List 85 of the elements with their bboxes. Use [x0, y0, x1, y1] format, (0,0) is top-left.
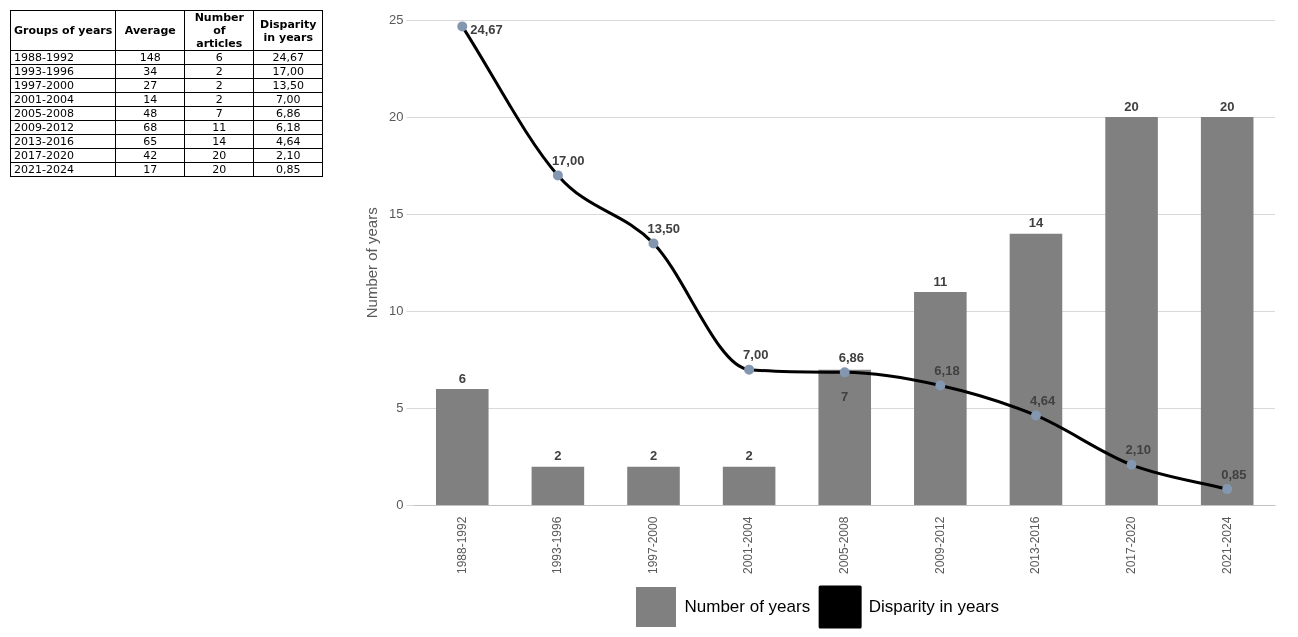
data-label: 2,10	[1125, 442, 1151, 458]
text: Number of articles	[184, 10, 254, 51]
bar	[1200, 117, 1254, 506]
bar	[531, 466, 585, 506]
data-label: 0,85	[253, 162, 323, 177]
category-label: 2021-2024	[10, 162, 116, 177]
data-label: 42	[115, 148, 185, 163]
data-label: 11	[184, 120, 254, 135]
data-label: 13,50	[647, 220, 681, 236]
data-label: 48	[115, 106, 185, 121]
data-label: 7,00	[743, 347, 769, 363]
category-label: 1997-2000	[10, 78, 116, 93]
data-label: 2	[184, 64, 254, 79]
y-tick-label: 20	[388, 108, 404, 124]
data-label: 7,00	[253, 92, 323, 107]
legend-label: Number of years	[684, 596, 811, 616]
x-tick-label: 1993-1996	[550, 516, 565, 574]
x-tick-label: 2009-2012	[932, 516, 947, 574]
category-label: 1988-1992	[10, 50, 116, 65]
bar	[1009, 233, 1063, 506]
data-label: 6,18	[253, 120, 323, 135]
data-label: 17	[115, 162, 185, 177]
bar	[818, 369, 872, 506]
bar	[435, 389, 489, 506]
data-label: 2,10	[253, 148, 323, 163]
data-label: 6,86	[253, 106, 323, 121]
bar	[914, 291, 967, 506]
text: Groups of years	[10, 10, 116, 51]
data-label: 14	[184, 134, 254, 149]
data-label: 17,00	[551, 152, 585, 168]
x-tick-label: 2017-2020	[1123, 516, 1138, 574]
legend-label: Disparity in years	[868, 596, 1000, 616]
y-tick-label: 5	[396, 400, 404, 416]
data-label: 20	[1124, 98, 1139, 114]
bar	[1105, 117, 1158, 506]
data-label: 14	[115, 92, 185, 107]
bar	[722, 466, 776, 506]
x-tick-label: 1988-1992	[454, 516, 469, 574]
category-label: 2013-2016	[10, 134, 116, 149]
x-tick-label: 2021-2024	[1219, 516, 1234, 574]
bar	[627, 466, 680, 506]
data-label: 7	[841, 389, 849, 405]
y-tick-label: 0	[396, 497, 404, 513]
data-label: 13,50	[253, 78, 323, 93]
data-label: 148	[115, 50, 185, 65]
y-tick-label: 10	[388, 302, 404, 318]
category-label: 1993-1996	[10, 64, 116, 79]
data-label: 27	[115, 78, 185, 93]
data-label: 24,67	[470, 21, 503, 37]
data-label: 14	[1028, 215, 1044, 231]
data-label: 24,67	[253, 50, 323, 65]
data-label: 2	[554, 448, 562, 464]
x-tick-label: 2005-2008	[837, 516, 852, 574]
data-label: 2	[184, 78, 254, 93]
data-label: 6,86	[838, 349, 865, 365]
data-label: 65	[115, 134, 185, 149]
category-label: 2005-2008	[10, 106, 116, 121]
y-tick-label: 15	[388, 205, 404, 221]
x-tick-label: 1997-2000	[645, 516, 660, 574]
data-label: 6,18	[934, 363, 960, 379]
data-label: 2	[184, 92, 254, 107]
data-label: 68	[115, 120, 185, 135]
data-label: 4,64	[253, 134, 323, 149]
data-label: 34	[115, 64, 185, 79]
data-label: 11	[933, 273, 948, 289]
data-label: 17,00	[253, 64, 323, 79]
data-label: 0,85	[1221, 466, 1247, 482]
data-label: 20	[184, 148, 254, 163]
data-label: 2	[649, 448, 658, 464]
text: Average	[115, 10, 185, 51]
data-label: 4,64	[1029, 393, 1057, 409]
y-tick-label: 25	[388, 11, 404, 27]
y-axis-title: Number of years	[363, 207, 381, 319]
data-label: 6	[458, 370, 466, 386]
data-label: 20	[184, 162, 254, 177]
data-label: 6	[184, 50, 254, 65]
x-tick-label: 2013-2016	[1028, 516, 1043, 574]
category-label: 2017-2020	[10, 148, 116, 163]
text: Disparity in years	[253, 10, 323, 51]
x-tick-label: 2001-2004	[741, 516, 756, 574]
category-label: 2009-2012	[10, 120, 116, 135]
category-label: 2001-2004	[10, 92, 116, 107]
data-label: 7	[184, 106, 254, 121]
data-label: 2	[745, 448, 753, 464]
data-label: 20	[1219, 98, 1235, 114]
